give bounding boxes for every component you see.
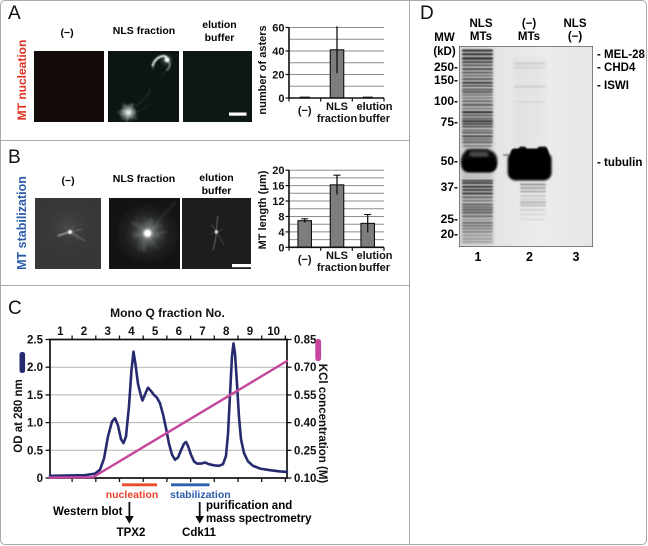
svg-text:6: 6 (176, 326, 182, 338)
svg-text:2: 2 (81, 326, 87, 338)
svg-text:NLS: NLS (326, 250, 348, 262)
svg-text:4: 4 (278, 227, 285, 239)
svg-text:9: 9 (247, 326, 253, 338)
svg-text:0.55: 0.55 (294, 390, 317, 402)
svg-text:1.5: 1.5 (27, 390, 44, 402)
svg-text:fraction: fraction (317, 262, 358, 274)
svg-text:2.0: 2.0 (27, 362, 43, 374)
svg-text:10: 10 (267, 326, 280, 338)
svg-text:0.5: 0.5 (27, 445, 44, 457)
svg-text:KCl concentration (M): KCl concentration (M) (316, 364, 328, 484)
svg-text:3: 3 (104, 326, 110, 338)
svg-text:fraction: fraction (317, 113, 358, 125)
svg-text:elution: elution (356, 101, 392, 113)
svg-text:number of asters: number of asters (257, 25, 269, 114)
svg-text:60: 60 (272, 23, 284, 35)
svg-text:0: 0 (278, 93, 284, 105)
svg-text:20: 20 (272, 165, 284, 177)
svg-text:Mono Q fraction No.: Mono Q fraction No. (110, 306, 225, 320)
svg-text:0.70: 0.70 (294, 362, 316, 374)
svg-text:40: 40 (272, 46, 284, 58)
svg-text:1.0: 1.0 (27, 418, 43, 430)
svg-text:2.5: 2.5 (27, 335, 44, 347)
svg-text:0.85: 0.85 (294, 335, 317, 347)
svg-text:buffer: buffer (359, 113, 391, 125)
svg-text:12: 12 (272, 196, 284, 208)
svg-text:0: 0 (37, 473, 43, 485)
svg-text:elution: elution (356, 250, 392, 262)
svg-text:0: 0 (278, 242, 284, 254)
svg-text:buffer: buffer (359, 262, 391, 274)
svg-text:8: 8 (223, 326, 230, 338)
svg-text:16: 16 (272, 181, 284, 193)
svg-text:(−): (−) (298, 254, 312, 266)
svg-text:8: 8 (278, 212, 284, 224)
svg-text:OD at 280 nm: OD at 280 nm (13, 379, 25, 453)
svg-text:0.40: 0.40 (294, 418, 316, 430)
svg-text:0.10: 0.10 (294, 473, 316, 485)
svg-text:1: 1 (57, 326, 64, 338)
svg-text:4: 4 (128, 326, 135, 338)
svg-text:MT length (μm): MT length (μm) (257, 170, 269, 249)
svg-text:7: 7 (199, 326, 205, 338)
svg-text:20: 20 (272, 70, 284, 82)
svg-text:5: 5 (152, 326, 159, 338)
svg-text:0.25: 0.25 (294, 445, 317, 457)
svg-text:NLS: NLS (326, 101, 348, 113)
svg-text:(−): (−) (298, 105, 312, 117)
